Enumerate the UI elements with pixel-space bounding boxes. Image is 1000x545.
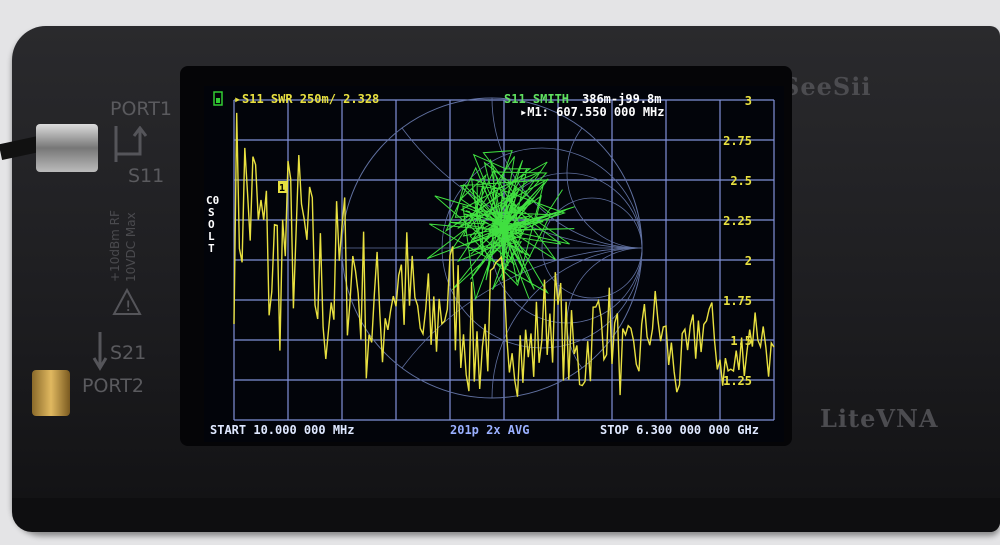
port2-label: PORT2: [82, 375, 144, 397]
svg-text:!: !: [124, 299, 132, 315]
svg-text:S: S: [208, 206, 215, 219]
s21-arrow-icon: [92, 332, 108, 371]
smith-reactance-arc: [566, 247, 643, 369]
display-screen[interactable]: ▸ S11 SWR 250m/ 2.328 S11 SMITH 386m-j99…: [204, 86, 784, 442]
brand-seesii-logo: SeeSii: [782, 72, 872, 101]
port1-sma-connector: [36, 124, 98, 172]
svg-text:O: O: [208, 218, 215, 231]
svg-text:C0: C0: [206, 194, 219, 207]
warning-triangle-icon: !: [112, 288, 142, 315]
stop-frequency[interactable]: STOP 6.300 000 000 GHz: [600, 423, 759, 437]
battery-icon: [213, 91, 223, 106]
smith-reactance-arc: [491, 247, 643, 399]
smith-trace: [426, 150, 575, 300]
y-tick-label: 3: [745, 94, 752, 108]
s11-arrow-icon: [114, 126, 148, 162]
marker-1[interactable]: 1: [278, 181, 287, 194]
swr-trace-header[interactable]: S11 SWR 250m/ 2.328: [242, 92, 379, 106]
y-tick-label: 2.5: [730, 174, 752, 188]
port2-param: S21: [110, 342, 147, 364]
smith-reactance-arc: [401, 247, 643, 369]
warning-rf: +10dBm RF: [108, 210, 122, 282]
smith-reactance-arc: [491, 97, 643, 249]
port1-label: PORT1: [110, 98, 172, 120]
y-tick-label: 1.5: [730, 334, 752, 348]
y-tick-label: 2: [745, 254, 752, 268]
warning-dc: 10VDC Max: [124, 212, 138, 282]
y-tick-label: 2.75: [723, 134, 752, 148]
device-bottom-edge: [12, 498, 1000, 532]
port1-param: S11: [128, 165, 165, 187]
swr-trace-header-arrow: ▸: [234, 92, 241, 106]
marker-readout[interactable]: ▸M1: 607.550 000 MHz: [520, 105, 665, 119]
svg-text:1: 1: [279, 183, 285, 194]
brand-litevna-logo: LiteVNA: [820, 404, 939, 433]
port2-sma-connector: [32, 370, 70, 416]
plot-area[interactable]: ▸ S11 SWR 250m/ 2.328 S11 SMITH 386m-j99…: [204, 86, 784, 442]
start-frequency[interactable]: START 10.000 000 MHz: [210, 423, 355, 437]
svg-text:L: L: [208, 230, 215, 243]
y-tick-label: 1.25: [723, 374, 752, 388]
y-tick-label: 2.25: [723, 214, 752, 228]
smith-trace-value: 386m-j99.8m: [582, 92, 661, 106]
smith-trace-header[interactable]: S11 SMITH: [504, 92, 569, 106]
swr-trace: [233, 112, 775, 397]
smith-reactance-arc: [566, 127, 643, 249]
y-tick-label: 1.75: [723, 294, 752, 308]
points-avg[interactable]: 201p 2x AVG: [450, 423, 530, 437]
svg-text:T: T: [208, 242, 215, 255]
cal-status: C0 S O L T: [206, 194, 219, 255]
